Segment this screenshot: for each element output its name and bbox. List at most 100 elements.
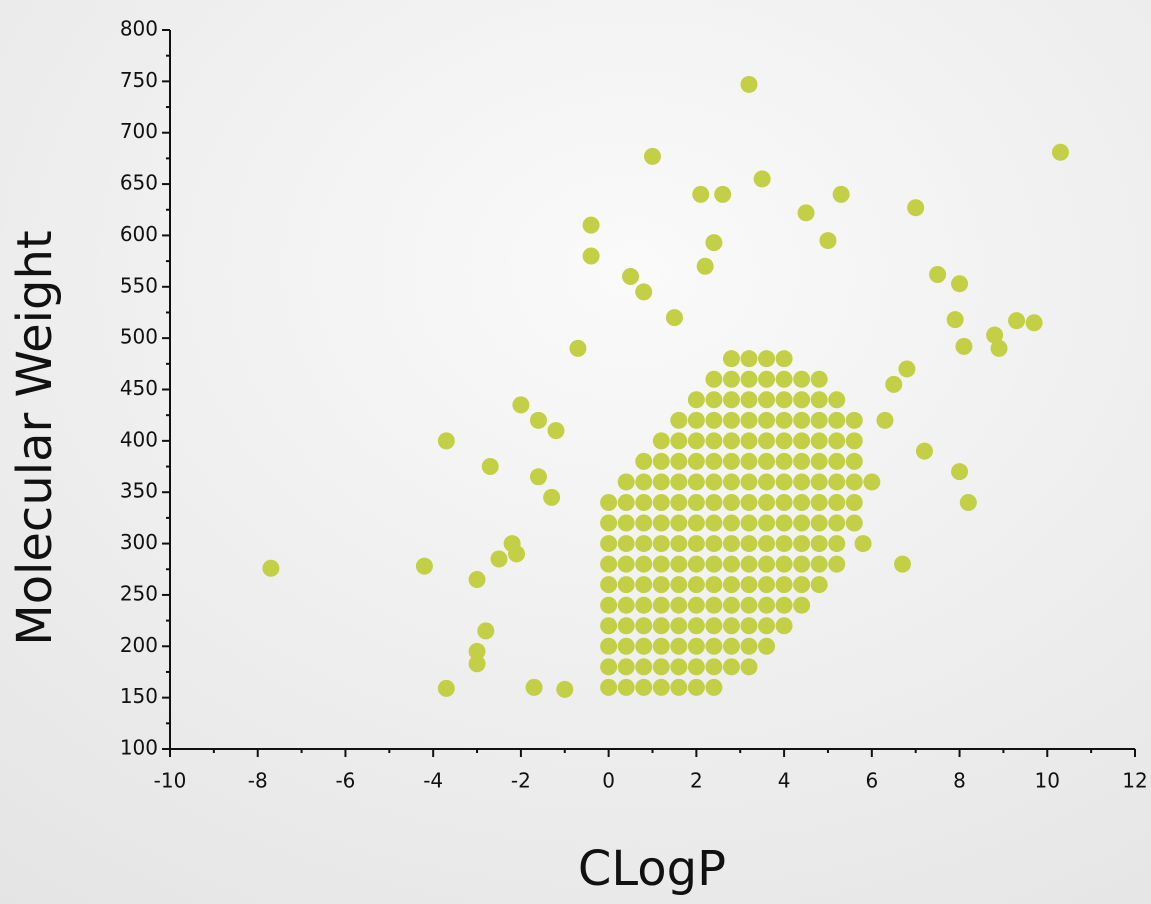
point <box>687 493 705 511</box>
point <box>670 658 688 676</box>
point <box>828 391 846 409</box>
point <box>828 473 846 491</box>
point <box>1008 312 1026 330</box>
point <box>617 473 635 491</box>
point <box>652 473 670 491</box>
point <box>468 655 486 673</box>
point <box>705 637 723 655</box>
point <box>758 391 776 409</box>
point <box>635 283 653 301</box>
point <box>775 617 793 635</box>
point <box>740 432 758 450</box>
point <box>705 514 723 532</box>
point <box>810 370 828 388</box>
x-tick-label: -10 <box>154 769 187 793</box>
point <box>810 411 828 429</box>
point <box>600 493 618 511</box>
point <box>687 658 705 676</box>
point <box>670 432 688 450</box>
point <box>828 411 846 429</box>
point <box>793 555 811 573</box>
point <box>652 658 670 676</box>
point <box>714 185 732 203</box>
point <box>652 576 670 594</box>
point <box>705 555 723 573</box>
point <box>810 473 828 491</box>
point <box>854 535 872 553</box>
point <box>907 199 925 217</box>
point <box>722 576 740 594</box>
point <box>740 535 758 553</box>
point <box>775 493 793 511</box>
point <box>722 493 740 511</box>
point <box>670 493 688 511</box>
x-tick-label: -8 <box>248 769 268 793</box>
point <box>543 488 561 506</box>
point <box>898 360 916 378</box>
point <box>740 391 758 409</box>
point <box>845 411 863 429</box>
point <box>775 411 793 429</box>
point <box>775 391 793 409</box>
point <box>600 617 618 635</box>
point <box>758 411 776 429</box>
point <box>687 678 705 696</box>
point <box>758 432 776 450</box>
point <box>687 637 705 655</box>
point <box>582 216 600 234</box>
point <box>652 637 670 655</box>
point <box>1051 143 1069 161</box>
point <box>600 555 618 573</box>
x-tick-label: -4 <box>423 769 443 793</box>
y-tick-label: 550 <box>120 273 158 297</box>
point <box>635 658 653 676</box>
point <box>828 514 846 532</box>
x-tick-label: -6 <box>335 769 355 793</box>
point <box>793 535 811 553</box>
point <box>617 535 635 553</box>
point <box>705 432 723 450</box>
point <box>652 596 670 614</box>
point <box>929 265 947 283</box>
point <box>437 679 455 697</box>
point <box>740 596 758 614</box>
point <box>876 411 894 429</box>
point <box>696 257 714 275</box>
y-tick-label: 500 <box>120 325 158 349</box>
point <box>722 411 740 429</box>
point <box>915 442 933 460</box>
point <box>722 432 740 450</box>
point <box>622 268 640 286</box>
point <box>652 432 670 450</box>
point <box>617 555 635 573</box>
point <box>635 576 653 594</box>
point <box>758 535 776 553</box>
point <box>687 555 705 573</box>
point <box>705 452 723 470</box>
point <box>722 617 740 635</box>
point <box>758 473 776 491</box>
point <box>635 678 653 696</box>
x-tick-label: 2 <box>690 769 703 793</box>
point <box>722 350 740 368</box>
point <box>635 555 653 573</box>
point <box>617 514 635 532</box>
point <box>508 545 526 563</box>
point <box>828 452 846 470</box>
point <box>832 185 850 203</box>
y-tick-label: 650 <box>120 171 158 195</box>
point <box>810 514 828 532</box>
point <box>692 185 710 203</box>
point <box>722 535 740 553</box>
x-tick-label: 12 <box>1122 769 1147 793</box>
point <box>845 473 863 491</box>
point <box>959 493 977 511</box>
point <box>753 170 771 188</box>
point <box>819 232 837 250</box>
point <box>547 422 565 440</box>
point <box>793 391 811 409</box>
point <box>705 596 723 614</box>
point <box>740 493 758 511</box>
point <box>670 411 688 429</box>
